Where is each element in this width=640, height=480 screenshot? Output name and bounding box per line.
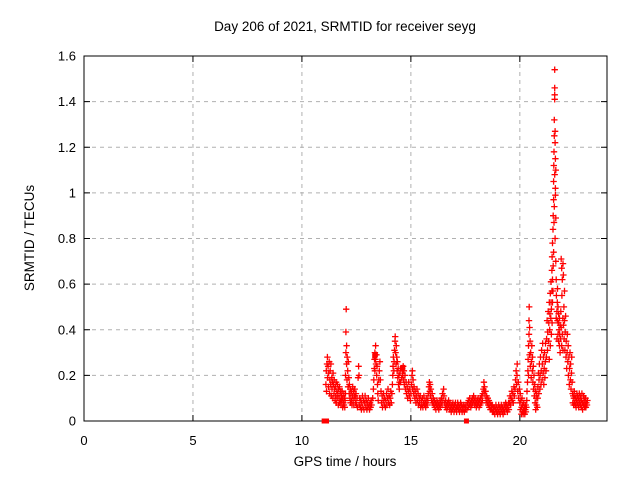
scatter-square-marker	[324, 418, 330, 424]
x-tick-label: 15	[404, 433, 418, 448]
data-points	[321, 66, 591, 424]
x-tick-label: 10	[295, 433, 309, 448]
x-tick-label: 5	[189, 433, 196, 448]
scatter-square-marker	[400, 364, 406, 370]
y-tick-label: 0.4	[58, 322, 76, 337]
chart-title: Day 206 of 2021, SRMTID for receiver sey…	[214, 19, 476, 34]
x-tick-label: 20	[513, 433, 527, 448]
x-axis-label: GPS time / hours	[294, 454, 397, 469]
grid-lines	[84, 56, 607, 421]
scatter-plus-markers	[322, 66, 591, 418]
plot-frame-and-ticks: 0 5 10 15 20 0 0.2 0.4 0.6 0.8 1 1.2 1.4 1.6	[58, 49, 608, 448]
scatter-square-marker	[372, 352, 378, 358]
y-tick-label: 1.4	[58, 94, 76, 109]
y-tick-label: 0	[69, 414, 76, 429]
y-tick-label: 1.6	[58, 49, 76, 64]
scatter-square-marker	[463, 418, 469, 424]
x-tick-label: 0	[80, 433, 87, 448]
y-tick-label: 0.8	[58, 231, 76, 246]
y-axis-label: SRMTID / TECUs	[22, 185, 37, 292]
y-tick-label: 0.6	[58, 277, 76, 292]
axis-text: Day 206 of 2021, SRMTID for receiver sey…	[22, 19, 476, 469]
y-tick-label: 1.2	[58, 140, 76, 155]
y-tick-label: 1	[69, 185, 76, 200]
y-tick-label: 0.2	[58, 368, 76, 383]
